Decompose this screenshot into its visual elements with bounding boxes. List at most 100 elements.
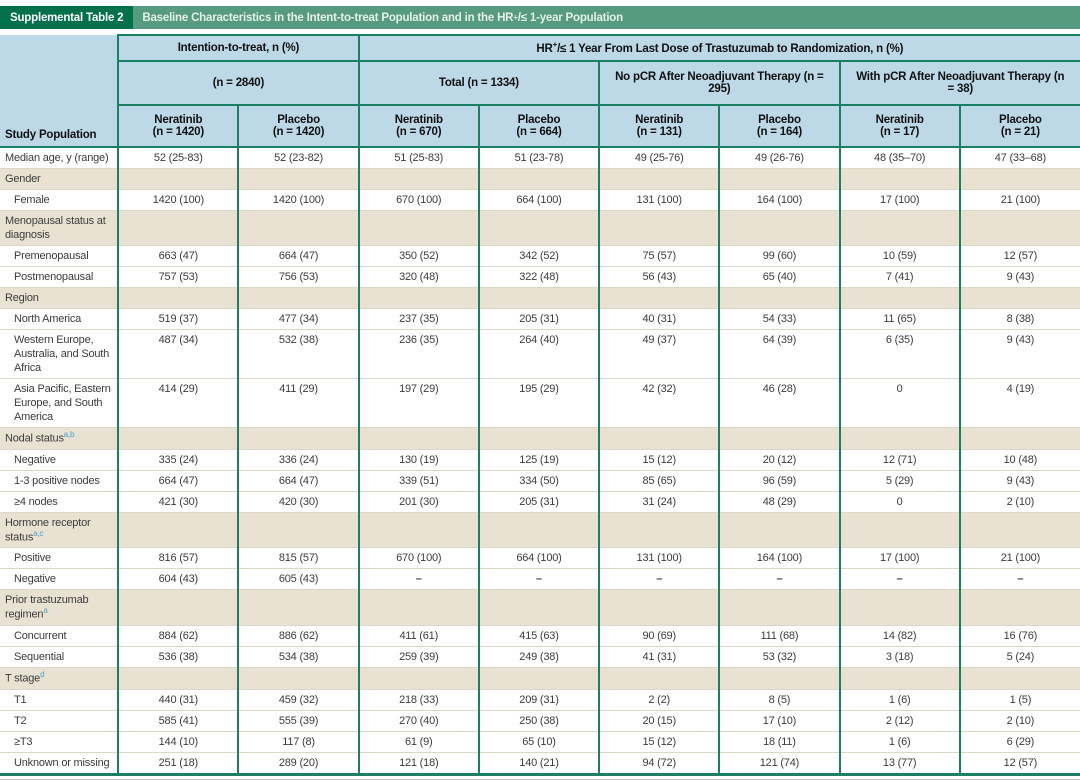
data-cell (357, 210, 479, 246)
data-cell: 236 (35) (357, 329, 479, 379)
table-number-label: Supplemental Table 2 (0, 6, 134, 29)
data-cell (357, 168, 479, 190)
data-cell: 51 (23-78) (477, 147, 600, 169)
data-cell: 322 (48) (477, 266, 600, 288)
data-cell: 94 (72) (598, 751, 720, 776)
data-cell: 85 (65) (598, 469, 720, 492)
data-cell (237, 589, 359, 626)
data-cell (598, 168, 720, 190)
data-cell: – (718, 568, 840, 590)
data-cell (958, 287, 1080, 309)
data-cell (117, 427, 239, 450)
data-cell (357, 589, 479, 626)
footnote-superscript: a,c (33, 528, 44, 538)
data-cell (718, 427, 840, 450)
data-cell: 209 (31) (477, 688, 600, 711)
data-cell: 17 (100) (838, 547, 960, 569)
footnote-superscript: d (40, 669, 45, 679)
data-cell: 131 (100) (598, 547, 720, 569)
data-cell: 251 (18) (117, 751, 239, 776)
data-cell: 47 (33–68) (958, 147, 1080, 169)
data-cell: 65 (10) (477, 730, 600, 753)
data-cell: 218 (33) (357, 688, 479, 711)
table-row: Median age, y (range) 52 (25-83) 52 (23-82… (0, 147, 1080, 169)
data-cell: 11 (65) (838, 308, 960, 330)
data-cell: 130 (19) (357, 448, 479, 471)
column-header-neratinib-no-pcr: Neratinib (n = 131) (598, 105, 720, 148)
data-cell (718, 210, 840, 246)
supplemental-table-page: Supplemental Table 2 Baseline Characteri… (0, 6, 1080, 780)
data-cell: 1420 (100) (237, 189, 359, 211)
data-cell: 1 (6) (838, 730, 960, 753)
data-cell: 9 (43) (958, 469, 1080, 492)
data-cell (958, 666, 1080, 690)
data-cell: 4 (19) (958, 378, 1080, 428)
data-cell: 12 (57) (958, 245, 1080, 267)
data-cell (477, 168, 600, 190)
data-cell: 884 (62) (117, 624, 239, 647)
data-cell: 20 (12) (718, 448, 840, 471)
data-cell: 237 (35) (357, 308, 479, 330)
data-cell: 48 (35–70) (838, 147, 960, 169)
data-cell (718, 168, 840, 190)
data-cell: 51 (25-83) (357, 147, 479, 169)
data-cell: 121 (18) (357, 751, 479, 776)
data-cell: 270 (40) (357, 709, 479, 732)
row-label: Premenopausal (0, 245, 120, 267)
data-cell: 205 (31) (477, 490, 600, 513)
data-cell: 61 (9) (357, 730, 479, 753)
hr-plus-superscript: + (552, 40, 558, 50)
data-cell: – (598, 568, 720, 590)
data-cell: 534 (38) (237, 645, 359, 668)
category-row: Hormone receptor statusa,c (0, 511, 1080, 548)
data-cell: 49 (37) (598, 329, 720, 379)
row-label: Negative (0, 568, 120, 590)
row-label: Positive (0, 547, 120, 569)
data-cell: 320 (48) (357, 266, 479, 288)
data-cell (958, 210, 1080, 246)
data-cell: 17 (100) (838, 189, 960, 211)
table-title-suffix: /≤ 1-year Population (517, 11, 623, 24)
data-cell (237, 210, 359, 246)
intention-to-treat-header: Intention-to-treat, n (%) (118, 34, 359, 62)
data-cell: 48 (29) (718, 490, 840, 513)
data-cell: 56 (43) (598, 266, 720, 288)
table-body: Median age, y (range) 52 (25-83) 52 (23-82… (0, 147, 1080, 776)
data-cell (598, 427, 720, 450)
data-cell: 144 (10) (117, 730, 239, 753)
data-cell (477, 210, 600, 246)
data-cell: 585 (41) (117, 709, 239, 732)
data-cell: 75 (57) (598, 245, 720, 267)
data-cell: 197 (29) (357, 378, 479, 428)
data-cell: 440 (31) (117, 688, 239, 711)
data-cell: 64 (39) (718, 329, 840, 379)
data-cell: 264 (40) (477, 329, 600, 379)
data-cell: 117 (8) (237, 730, 359, 753)
table-row: ≥T3 144 (10) 117 (8) 61 (9) 65 (10) 15 (12) 18… (0, 730, 1080, 753)
data-cell: 663 (47) (117, 245, 239, 267)
data-cell: 756 (53) (237, 266, 359, 288)
table-row: Asia Pacific, Eastern Europe, and South … (0, 378, 1080, 428)
data-cell: – (838, 568, 960, 590)
table-title-bar: Supplemental Table 2 Baseline Characteri… (0, 6, 1080, 29)
data-cell: 16 (76) (958, 624, 1080, 647)
data-cell: 334 (50) (477, 469, 600, 492)
data-cell: 487 (34) (117, 329, 239, 379)
data-cell (357, 427, 479, 450)
table-row: Positive 816 (57) 815 (57) 670 (100) 664 (10… (0, 547, 1080, 569)
data-cell: 411 (61) (357, 624, 479, 647)
data-cell: 415 (63) (477, 624, 600, 647)
data-cell: 670 (100) (357, 547, 479, 569)
table-row: Concurrent 884 (62) 886 (62) 411 (61) 415 (6… (0, 624, 1080, 647)
data-cell: 49 (25-76) (598, 147, 720, 169)
data-cell: 816 (57) (117, 547, 239, 569)
footnote-superscript: a (43, 606, 48, 616)
data-cell: 49 (26-76) (718, 147, 840, 169)
data-cell: 477 (34) (237, 308, 359, 330)
data-cell: 140 (21) (477, 751, 600, 776)
data-cell: 414 (29) (117, 378, 239, 428)
data-cell (477, 287, 600, 309)
table-row: Female 1420 (100) 1420 (100) 670 (100) 664 (… (0, 189, 1080, 211)
data-cell: 131 (100) (598, 189, 720, 211)
table-row: 1-3 positive nodes 664 (47) 664 (47) 339 (5… (0, 469, 1080, 492)
